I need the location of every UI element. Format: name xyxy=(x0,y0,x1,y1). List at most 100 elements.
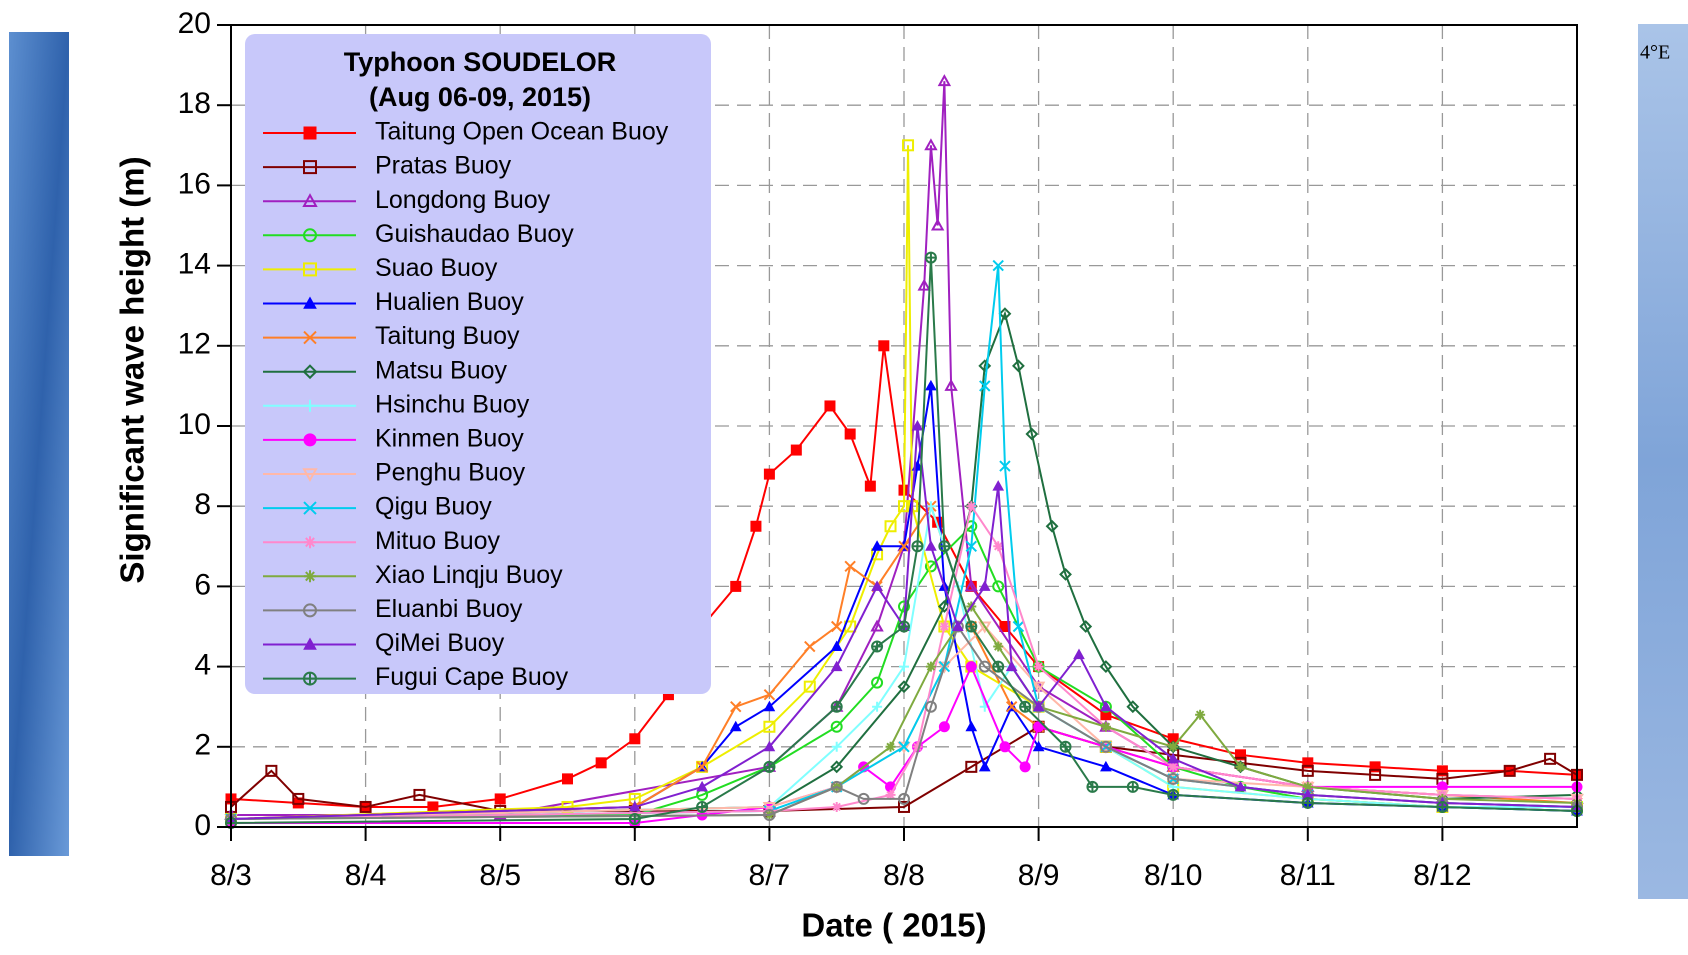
marker xyxy=(1195,710,1205,720)
marker xyxy=(879,341,889,351)
legend-label: Eluanbi Buoy xyxy=(375,595,523,623)
legend-label: Kinmen Buoy xyxy=(375,425,524,453)
marker xyxy=(1168,790,1178,800)
marker xyxy=(304,570,316,582)
y-tick-label: 2 xyxy=(194,729,211,762)
marker xyxy=(1034,662,1044,672)
marker xyxy=(926,381,936,390)
marker xyxy=(791,445,801,455)
legend-label: Fugui Cape Buoy xyxy=(375,663,569,691)
legend-label: Pratas Buoy xyxy=(375,152,512,180)
x-tick-label: 8/12 xyxy=(1413,859,1471,892)
legend-label: QiMei Buoy xyxy=(375,629,505,657)
x-tick-label: 8/4 xyxy=(345,859,387,892)
marker xyxy=(832,702,842,712)
marker xyxy=(304,434,316,446)
marker xyxy=(939,622,949,632)
legend-title: Typhoon SOUDELOR xyxy=(344,47,616,77)
legend-label: Penghu Buoy xyxy=(375,459,526,487)
marker xyxy=(1437,802,1447,812)
legend-label: Taitung Buoy xyxy=(375,322,520,350)
marker xyxy=(428,802,438,812)
marker xyxy=(1061,742,1071,752)
marker xyxy=(1020,762,1030,772)
x-tick-label: 8/8 xyxy=(883,859,925,892)
marker xyxy=(939,722,949,732)
x-tick-label: 8/11 xyxy=(1280,859,1336,892)
marker xyxy=(764,469,774,479)
y-tick-label: 0 xyxy=(194,809,211,842)
marker xyxy=(993,481,1003,490)
marker xyxy=(731,702,741,712)
legend-label: Qigu Buoy xyxy=(375,493,492,521)
marker xyxy=(1128,782,1138,792)
marker xyxy=(495,794,505,804)
legend-subtitle: (Aug 06-09, 2015) xyxy=(369,82,591,112)
legend-label: Longdong Buoy xyxy=(375,186,551,214)
legend-label: Mituo Buoy xyxy=(375,527,501,555)
marker xyxy=(304,536,316,548)
legend-label: Hualien Buoy xyxy=(375,288,524,316)
marker xyxy=(1168,742,1178,752)
marker xyxy=(1000,742,1010,752)
marker xyxy=(886,742,896,752)
marker xyxy=(731,581,741,591)
marker xyxy=(926,541,936,550)
x-tick-label: 8/9 xyxy=(1018,859,1060,892)
marker xyxy=(993,642,1003,652)
marker xyxy=(805,642,815,652)
marker xyxy=(304,127,316,139)
marker xyxy=(926,662,936,672)
ocean-photo xyxy=(9,32,69,856)
y-tick-label: 12 xyxy=(178,328,211,361)
marker xyxy=(630,734,640,744)
y-tick-label: 10 xyxy=(178,408,211,441)
marker xyxy=(939,541,949,551)
marker xyxy=(872,642,882,652)
marker xyxy=(697,782,707,791)
x-tick-label: 8/3 xyxy=(210,859,252,892)
marker xyxy=(912,541,922,551)
marker xyxy=(825,401,835,411)
legend-label: Matsu Buoy xyxy=(375,356,508,384)
marker xyxy=(832,802,842,812)
marker xyxy=(966,662,976,672)
y-tick-label: 20 xyxy=(178,7,211,40)
marker xyxy=(966,622,976,632)
marker xyxy=(966,722,976,731)
marker xyxy=(926,253,936,263)
legend: Typhoon SOUDELOR (Aug 06-09, 2015) Taitu… xyxy=(245,34,711,694)
marker xyxy=(1236,762,1246,772)
marker xyxy=(751,521,761,531)
legend-label: Guishaudao Buoy xyxy=(375,220,574,248)
y-tick-label: 8 xyxy=(194,488,211,521)
marker xyxy=(1168,762,1178,772)
y-tick-label: 14 xyxy=(178,248,211,281)
marker xyxy=(596,758,606,768)
marker xyxy=(845,429,855,439)
y-tick-label: 4 xyxy=(194,649,211,682)
x-axis-title: Date ( 2015) xyxy=(801,907,986,944)
x-tick-label: 8/5 xyxy=(479,859,521,892)
marker xyxy=(1074,650,1084,659)
marker xyxy=(980,762,990,771)
page: 4°E 024681012141618208/38/48/58/68/78/88… xyxy=(0,0,1688,955)
marker xyxy=(630,814,640,824)
x-tick-label: 8/7 xyxy=(749,859,791,892)
marker xyxy=(865,481,875,491)
marker xyxy=(764,762,774,772)
marker xyxy=(899,622,909,632)
chart: 4°E 024681012141618208/38/48/58/68/78/88… xyxy=(0,0,1688,955)
marker xyxy=(1087,782,1097,792)
map-label: 4°E xyxy=(1640,42,1670,64)
marker xyxy=(697,802,707,812)
legend-label: Suao Buoy xyxy=(375,254,498,282)
x-tick-label: 8/10 xyxy=(1144,859,1202,892)
marker xyxy=(731,722,741,731)
marker xyxy=(304,673,316,685)
y-tick-label: 6 xyxy=(194,568,211,601)
legend-label: Xiao Linqju Buoy xyxy=(375,561,563,589)
x-tick-label: 8/6 xyxy=(614,859,656,892)
map-image xyxy=(1638,24,1688,899)
legend-label: Taitung Open Ocean Buoy xyxy=(375,118,669,146)
